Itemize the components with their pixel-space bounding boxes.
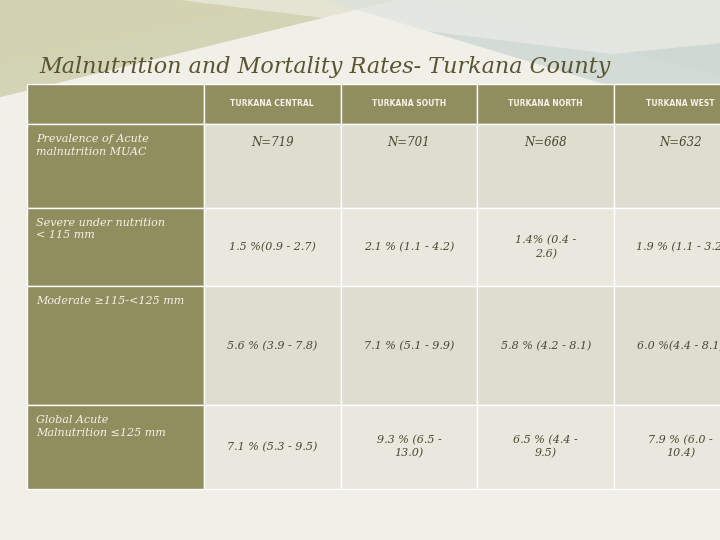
Bar: [614, 286, 720, 405]
Bar: [204, 84, 341, 124]
Bar: [614, 405, 720, 489]
Text: Global Acute
Malnutrition ≤125 mm: Global Acute Malnutrition ≤125 mm: [36, 415, 166, 437]
Text: Prevalence of Acute
malnutrition MUAC: Prevalence of Acute malnutrition MUAC: [36, 134, 149, 157]
Bar: [204, 286, 341, 405]
Text: Moderate ≥115-<125 mm: Moderate ≥115-<125 mm: [36, 296, 184, 306]
Text: 1.5 %(0.9 - 2.7): 1.5 %(0.9 - 2.7): [229, 242, 315, 252]
Text: 1.9 % (1.1 - 3.2): 1.9 % (1.1 - 3.2): [636, 242, 720, 252]
Text: 5.6 % (3.9 - 7.8): 5.6 % (3.9 - 7.8): [227, 340, 318, 351]
Bar: [341, 286, 477, 405]
Bar: [341, 84, 477, 124]
Text: Malnutrition and Mortality Rates- Turkana County: Malnutrition and Mortality Rates- Turkan…: [40, 57, 611, 78]
Text: 9.3 % (6.5 -
13.0): 9.3 % (6.5 - 13.0): [377, 435, 441, 458]
Text: 2.1 % (1.1 - 4.2): 2.1 % (1.1 - 4.2): [364, 242, 454, 252]
Bar: [614, 84, 720, 124]
Text: TURKANA NORTH: TURKANA NORTH: [508, 99, 583, 109]
Text: 6.0 %(4.4 - 8.1): 6.0 %(4.4 - 8.1): [637, 340, 720, 351]
Polygon shape: [0, 0, 288, 65]
Bar: [27, 286, 204, 405]
Text: N=668: N=668: [524, 136, 567, 149]
Polygon shape: [180, 0, 720, 54]
Polygon shape: [0, 0, 396, 97]
Text: 7.9 % (6.0 -
10.4): 7.9 % (6.0 - 10.4): [649, 435, 713, 458]
Bar: [614, 208, 720, 286]
Text: Severe under nutrition
< 115 mm: Severe under nutrition < 115 mm: [36, 218, 165, 240]
Bar: [204, 124, 341, 208]
Text: TURKANA CENTRAL: TURKANA CENTRAL: [230, 99, 314, 109]
Polygon shape: [432, 0, 720, 76]
Text: N=701: N=701: [387, 136, 431, 149]
Polygon shape: [324, 0, 720, 119]
Text: 5.8 % (4.2 - 8.1): 5.8 % (4.2 - 8.1): [500, 340, 591, 351]
Bar: [204, 405, 341, 489]
Text: TURKANA SOUTH: TURKANA SOUTH: [372, 99, 446, 109]
Bar: [477, 405, 614, 489]
Bar: [27, 208, 204, 286]
Text: TURKANA WEST: TURKANA WEST: [647, 99, 715, 109]
Text: N=632: N=632: [660, 136, 702, 149]
Bar: [477, 124, 614, 208]
Text: N=719: N=719: [251, 136, 294, 149]
Bar: [341, 405, 477, 489]
Bar: [614, 124, 720, 208]
Bar: [204, 208, 341, 286]
Text: 7.1 % (5.1 - 9.9): 7.1 % (5.1 - 9.9): [364, 340, 454, 351]
Text: 6.5 % (4.4 -
9.5): 6.5 % (4.4 - 9.5): [513, 435, 578, 458]
Bar: [27, 84, 204, 124]
Bar: [27, 124, 204, 208]
Text: 7.1 % (5.3 - 9.5): 7.1 % (5.3 - 9.5): [227, 442, 318, 452]
Bar: [477, 84, 614, 124]
Bar: [341, 124, 477, 208]
Bar: [341, 208, 477, 286]
Bar: [477, 286, 614, 405]
Bar: [477, 208, 614, 286]
Bar: [27, 405, 204, 489]
Text: 1.4% (0.4 -
2.6): 1.4% (0.4 - 2.6): [515, 235, 577, 259]
